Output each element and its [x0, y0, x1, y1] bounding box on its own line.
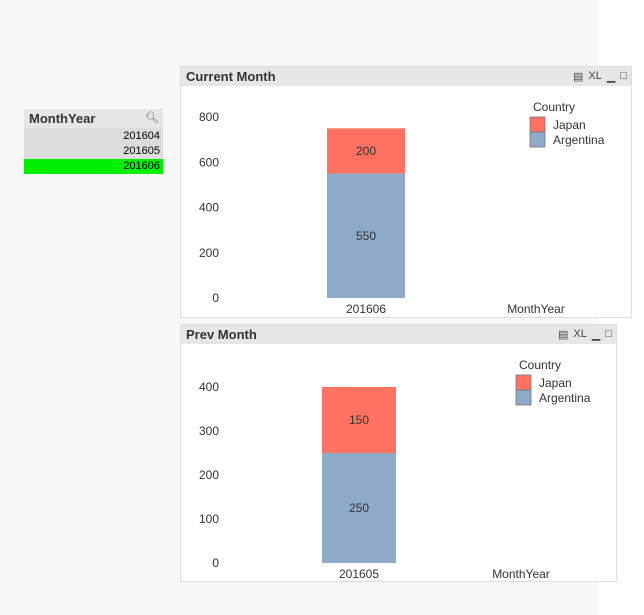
listbox-item[interactable]: 201604	[24, 129, 163, 144]
data-label: 550	[356, 229, 376, 243]
x-tick-label: 201606	[346, 302, 386, 316]
x-axis-label: MonthYear	[507, 302, 565, 316]
search-icon[interactable]: 🔍︎	[145, 112, 159, 124]
y-tick-label: 0	[212, 291, 219, 305]
y-tick-label: 0	[212, 556, 219, 570]
y-tick-label: 200	[199, 468, 219, 482]
legend-title: Country	[533, 100, 575, 114]
bar-japan	[322, 387, 396, 453]
legend-swatch-japan	[529, 116, 546, 133]
chart-plot: 0 200 400 600 800 550 200 201606 MonthYear Countr…	[199, 100, 605, 316]
y-tick-label: 400	[199, 201, 219, 215]
legend-label-japan: Japan	[539, 376, 572, 390]
legend-label-argentina: Argentina	[553, 133, 605, 147]
bar-argentina	[322, 453, 396, 563]
current-month-chart: Current Month ▤ XL ▁ □ 0 200 400 600 800 550 200 2…	[180, 66, 632, 318]
x-axis-label: MonthYear	[492, 567, 550, 581]
minimize-icon[interactable]: ▁	[591, 329, 601, 341]
print-icon[interactable]: ▤	[573, 71, 584, 83]
xl-export-button[interactable]: XL	[588, 70, 602, 82]
xl-export-button[interactable]: XL	[573, 328, 587, 340]
y-tick-label: 100	[199, 512, 219, 526]
y-tick-label: 300	[199, 424, 219, 438]
data-label: 150	[349, 413, 369, 427]
legend-label-argentina: Argentina	[539, 391, 591, 405]
bar-argentina	[327, 173, 405, 298]
x-tick-label: 201605	[339, 567, 379, 581]
data-label: 200	[356, 144, 376, 158]
legend-swatch-argentina	[529, 131, 546, 148]
listbox-item-selected[interactable]: 201606	[24, 159, 163, 174]
chart-title: Current Month	[186, 69, 276, 84]
legend-title: Country	[519, 358, 561, 372]
chart-caption: Current Month ▤ XL ▁ □	[181, 67, 631, 86]
y-tick-label: 600	[199, 155, 219, 169]
listbox-item[interactable]: 201605	[24, 144, 163, 159]
chart-title: Prev Month	[186, 327, 257, 342]
print-icon[interactable]: ▤	[558, 329, 569, 341]
y-tick-label: 400	[199, 380, 219, 394]
listbox-title: MonthYear	[29, 111, 96, 126]
maximize-icon[interactable]: □	[620, 70, 627, 82]
y-tick-label: 800	[199, 110, 219, 124]
data-label: 250	[349, 501, 369, 515]
legend-label-japan: Japan	[553, 118, 586, 132]
chart-caption: Prev Month ▤ XL ▁ □	[181, 325, 616, 344]
legend-swatch-argentina	[515, 389, 532, 406]
y-tick-label: 200	[199, 246, 219, 260]
monthyear-listbox: MonthYear 🔍︎ 201604 201605 201606	[24, 109, 163, 174]
maximize-icon[interactable]: □	[605, 328, 612, 340]
listbox-header: MonthYear 🔍︎	[24, 109, 163, 129]
prev-month-chart: Prev Month ▤ XL ▁ □ 0 100 200 300 400 250 150 2016…	[180, 324, 617, 582]
legend-swatch-japan	[515, 374, 532, 391]
chart-plot: 0 100 200 300 400 250 150 201605 MonthYear Countr…	[199, 358, 591, 581]
minimize-icon[interactable]: ▁	[606, 71, 616, 83]
bar-japan	[327, 128, 405, 174]
